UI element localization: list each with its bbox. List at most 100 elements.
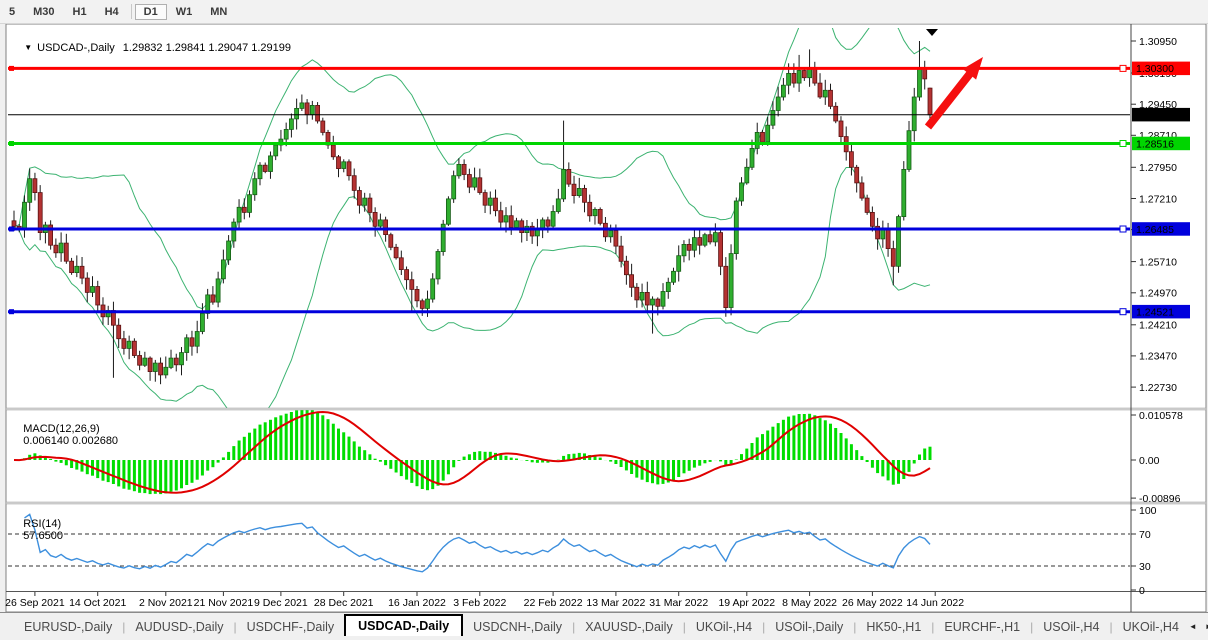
chart-tab-audusd-daily[interactable]: AUDUSD-,Daily (135, 619, 224, 634)
timeframe-button-d1[interactable]: D1 (134, 3, 167, 20)
candle-body (84, 277, 90, 293)
tab-separator: | (1109, 619, 1113, 634)
macd-histogram-bar (687, 460, 691, 471)
hline-handle-right[interactable] (1119, 64, 1127, 72)
candle-body (194, 331, 200, 347)
candle-body (205, 294, 211, 314)
candle-body (592, 208, 598, 217)
candle-body (493, 197, 498, 212)
shift-marker-icon[interactable] (926, 29, 938, 36)
rsi-label-values: 57.6500 (23, 530, 63, 542)
timeframe-button-h4[interactable]: H4 (104, 5, 119, 18)
tabs-scroll-left-icon[interactable]: ◄ (1188, 622, 1197, 631)
candle-body (671, 270, 676, 283)
tabs-scroll-right-icon[interactable]: ► (1205, 622, 1208, 631)
hline-handle-left[interactable] (9, 226, 14, 232)
candle-body (131, 340, 137, 356)
macd-histogram-bar (813, 415, 817, 460)
chart-tab-usdcad-daily[interactable]: USDCAD-,Daily (344, 614, 464, 636)
hline-handle-left[interactable] (9, 65, 14, 71)
main-price-pane[interactable] (11, 0, 933, 425)
candle-body (618, 245, 624, 262)
macd-histogram-bar (253, 428, 257, 460)
macd-axis-label: 0.00 (1139, 455, 1160, 467)
candle-body (268, 155, 273, 172)
macd-histogram-bar (316, 412, 320, 460)
rsi-pane[interactable] (8, 513, 1130, 573)
macd-histogram-bar (211, 460, 215, 468)
candle-body (372, 211, 378, 227)
hline-handle-left[interactable] (9, 309, 14, 315)
timeframe-button-h1[interactable]: H1 (72, 5, 87, 18)
macd-histogram-bar (834, 428, 838, 460)
candle-body (566, 168, 572, 185)
macd-pane[interactable] (13, 409, 932, 495)
macd-histogram-bar (159, 460, 163, 495)
timeframe-button-5[interactable]: 5 (9, 5, 16, 18)
hline-handle-right[interactable] (1119, 225, 1127, 233)
candle-body (728, 253, 734, 308)
macd-histogram-bar (337, 428, 340, 460)
chart-tab-eurusd-daily[interactable]: EURUSD-,Daily (24, 619, 113, 634)
symbol-dropdown-icon[interactable]: ▼ (24, 43, 33, 52)
trend-arrow-annotation[interactable] (924, 57, 983, 130)
timeframe-button-mn[interactable]: MN (210, 5, 228, 18)
macd-histogram-bar (263, 422, 267, 460)
chart-tab-usoil-h4[interactable]: USOil-,H4 (1043, 619, 1100, 634)
candle-body (388, 234, 394, 248)
macd-histogram-bar (85, 460, 89, 475)
price-level-badge-label: 1.29199 (1136, 110, 1174, 122)
candle-body (126, 340, 132, 349)
macd-histogram-bar (321, 415, 325, 460)
macd-histogram-bar (49, 459, 53, 460)
timeframe-button-m30[interactable]: M30 (33, 5, 55, 18)
macd-axis-label: -0.00896 (1139, 493, 1181, 505)
candle-body (425, 298, 430, 309)
chart-tab-usdchf-daily[interactable]: USDCHF-,Daily (246, 619, 335, 634)
hline-handle-right[interactable] (1119, 140, 1127, 147)
chart-tab-ukoil-h4[interactable]: UKOil-,H4 (1122, 619, 1179, 634)
date-tick-label: 3 Feb 2022 (453, 597, 506, 609)
candle-body (613, 230, 619, 247)
macd-histogram-bar (567, 454, 571, 460)
macd-histogram-bar (232, 446, 236, 460)
macd-histogram-bar (562, 455, 566, 460)
chart-ohlc-values: 1.29832 1.29841 1.29047 1.29199 (122, 42, 291, 54)
candle-body (634, 286, 640, 301)
candle-body (231, 221, 237, 242)
hline-handle-right[interactable] (1119, 308, 1127, 316)
chart-tab-usoil-daily[interactable]: USOil-,Daily (775, 619, 844, 634)
candle-body (330, 144, 336, 158)
chart-tab-usdcnh-daily[interactable]: USDCNH-,Daily (473, 619, 563, 634)
macd-histogram-bar (630, 460, 634, 474)
pane-splitter[interactable] (5, 501, 1207, 505)
candle-body (184, 337, 190, 353)
macd-histogram-bar (766, 430, 770, 460)
macd-indicator-label: MACD(12,26,9) 0.006140 0.002680 (11, 411, 118, 459)
candle-body (315, 105, 321, 122)
candle-body (393, 246, 399, 259)
candle-body (697, 237, 703, 246)
chart-tab-ukoil-h4[interactable]: UKOil-,H4 (695, 619, 753, 634)
candle-body (362, 197, 368, 206)
macd-histogram-bar (148, 460, 152, 495)
candle-body (723, 265, 729, 308)
chart-tab-eurchf-h1[interactable]: EURCHF-,H1 (944, 619, 1021, 634)
chart-canvas[interactable]: 1.309501.301901.294501.287101.279501.272… (0, 0, 1208, 612)
macd-histogram-bar (640, 460, 644, 480)
macd-histogram-bar (609, 460, 613, 462)
candle-body (189, 337, 195, 347)
candle-body (864, 197, 870, 213)
pane-splitter[interactable] (5, 407, 1207, 411)
timeframe-toolbar: 5 M30 H1 H4 D1 W1 MN (0, 0, 1208, 24)
chart-tab-xauusd-daily[interactable]: XAUUSD-,Daily (585, 619, 673, 634)
candle-body (461, 163, 467, 175)
timeframe-button-w1[interactable]: W1 (175, 5, 193, 18)
chart-tab-hk50-h1[interactable]: HK50-,H1 (866, 619, 922, 634)
candle-body (917, 68, 922, 98)
candle-body (210, 294, 216, 303)
candle-body (220, 259, 226, 280)
hline-handle-left[interactable] (9, 141, 14, 146)
price-level-badge-label: 1.30300 (1136, 63, 1174, 75)
macd-histogram-bar (488, 451, 492, 460)
